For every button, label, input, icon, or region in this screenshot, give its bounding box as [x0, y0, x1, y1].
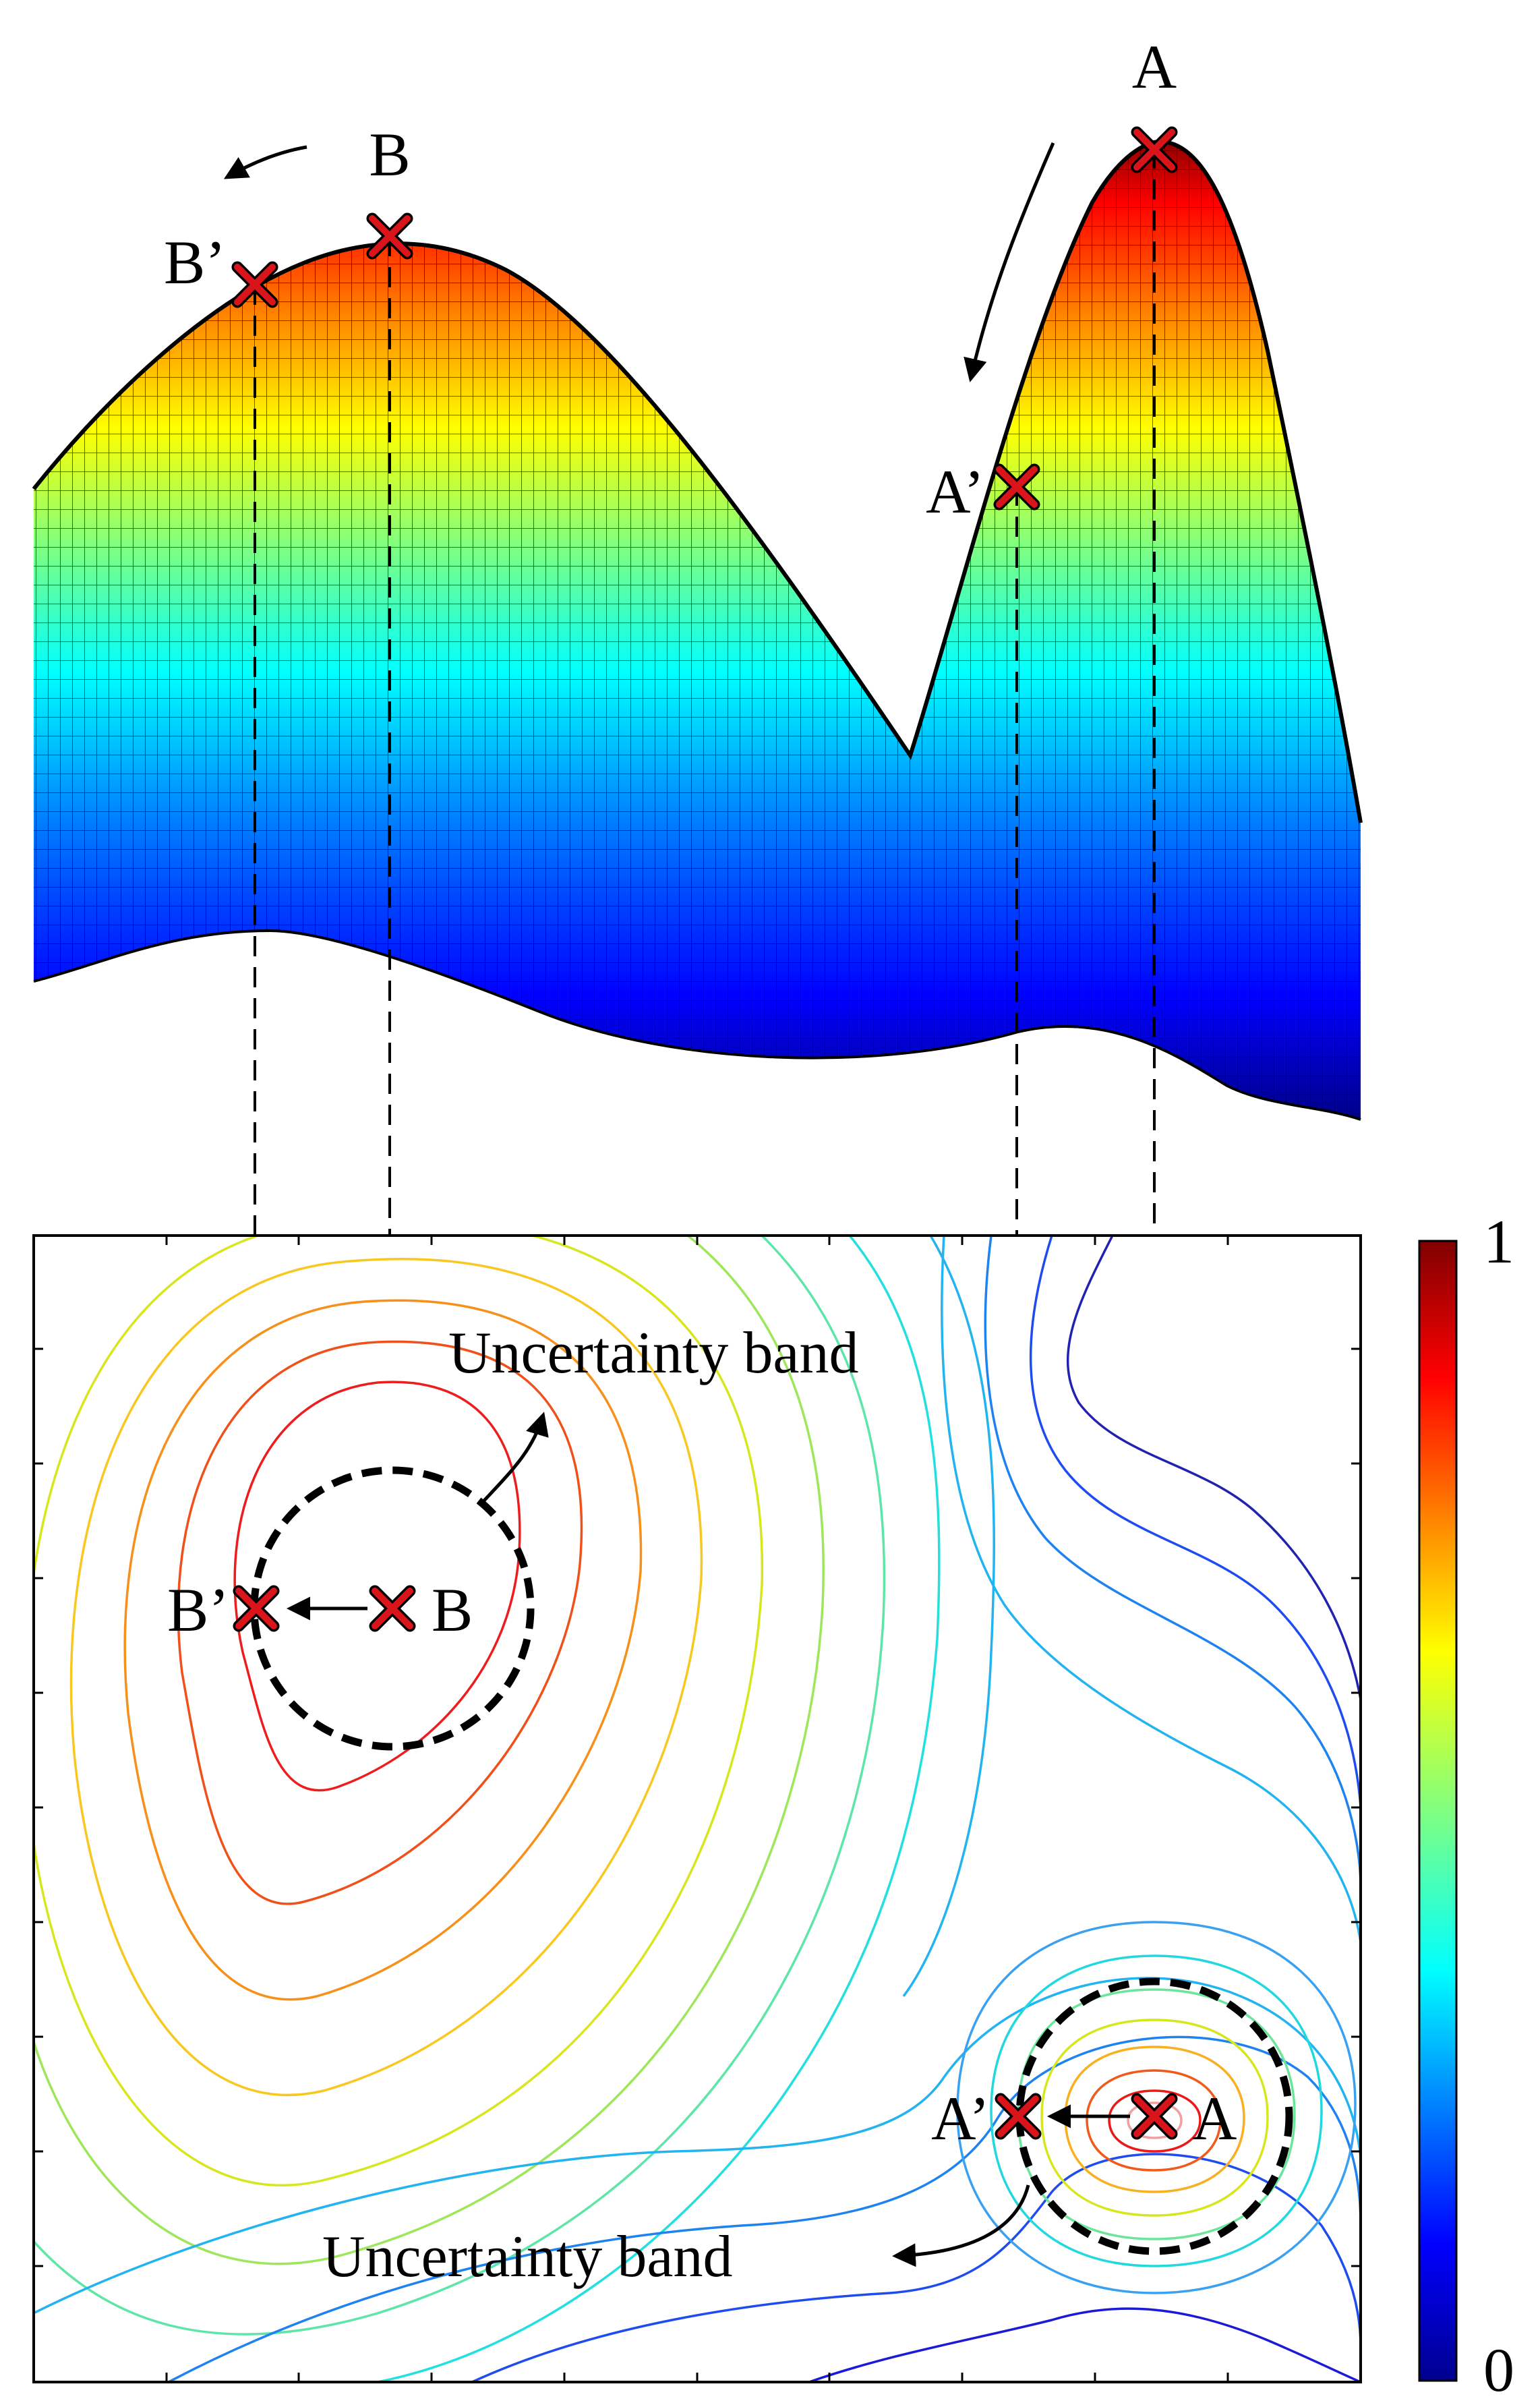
uncertainty-band-a	[1015, 1977, 1293, 2255]
contour-level-a3	[1017, 1988, 1296, 2240]
marker-b-top	[366, 212, 413, 260]
contour-level-b2	[377, 1236, 941, 2382]
marker-a-top	[1131, 126, 1178, 173]
label-b-contour: B	[432, 1575, 473, 1644]
contour-level-s6	[1030, 1236, 1361, 1808]
label-uncertainty-band-top: Uncertainty band	[448, 1321, 858, 1386]
arrow-band-bottom	[892, 2184, 1030, 2267]
marker-a-contour	[1131, 2093, 1178, 2140]
contour-level-s4	[808, 2307, 1361, 2382]
contour-level-a7	[1108, 2089, 1202, 2153]
contour-level-a2	[990, 1954, 1323, 2267]
arrow-a-shift-top	[964, 142, 1055, 382]
label-a-contour: A	[1192, 2084, 1237, 2153]
label-b-top: B	[369, 120, 410, 189]
marker-a-shifted-contour	[995, 2093, 1042, 2140]
label-a-shifted-top: A’	[926, 457, 984, 526]
contour-level-b8	[177, 1340, 583, 1905]
contour-level-b9	[233, 1381, 521, 1792]
colorbar-min-label: 0	[1483, 2336, 1514, 2404]
contour-level-b6	[69, 1258, 703, 2096]
contour-level-a8	[1127, 2101, 1183, 2139]
contour-level-s5	[1066, 1236, 1361, 1700]
colorbar: 1 0	[1418, 1207, 1514, 2404]
colorbar-max-label: 1	[1483, 1207, 1514, 1276]
contour-level-a5	[1064, 2046, 1245, 2193]
label-b-shifted-top: B’	[164, 228, 226, 297]
surface-plot	[32, 139, 1363, 1121]
label-a-top: A	[1132, 32, 1177, 101]
contour-level-b3	[34, 1236, 886, 2336]
marker-b-contour	[369, 1585, 416, 1632]
contour-level-s3	[471, 2153, 1361, 2382]
marker-b-shifted-top	[231, 261, 278, 308]
contour-level-a1	[956, 1921, 1357, 2294]
contour-level-a4	[1040, 2019, 1269, 2217]
label-b-shifted-contour: B’	[167, 1575, 229, 1644]
contour-level-s8	[941, 1236, 1361, 1943]
contour-ticks	[34, 1236, 1361, 2382]
contour-lines	[34, 1236, 1361, 2382]
marker-a-shifted-top	[993, 463, 1040, 511]
colorbar-gradient	[1418, 1240, 1458, 2382]
contour-level-s1	[34, 1977, 1361, 2315]
contour-plot	[32, 1234, 1362, 2383]
surface-mesh-grid	[34, 142, 1361, 1120]
label-a-shifted-contour: A’	[931, 2084, 990, 2153]
contour-level-b7	[123, 1299, 643, 2001]
arrow-band-top	[483, 1412, 549, 1502]
label-uncertainty-band-bottom: Uncertainty band	[322, 2224, 732, 2290]
contour-level-s7	[984, 1236, 1361, 1889]
contour-level-b4	[34, 1236, 825, 2265]
contour-level-a6	[1086, 2069, 1222, 2172]
contour-level-b1	[902, 1236, 995, 1998]
surface-top-edge	[32, 139, 1363, 823]
surface-bottom-edge	[33, 929, 1361, 1121]
arrow-b-shift-top	[223, 145, 307, 179]
marker-b-shifted-contour	[233, 1585, 280, 1632]
uncertainty-band-b	[250, 1466, 535, 1751]
contour-background	[34, 1236, 1361, 2382]
contour-level-b5	[34, 1236, 764, 2186]
